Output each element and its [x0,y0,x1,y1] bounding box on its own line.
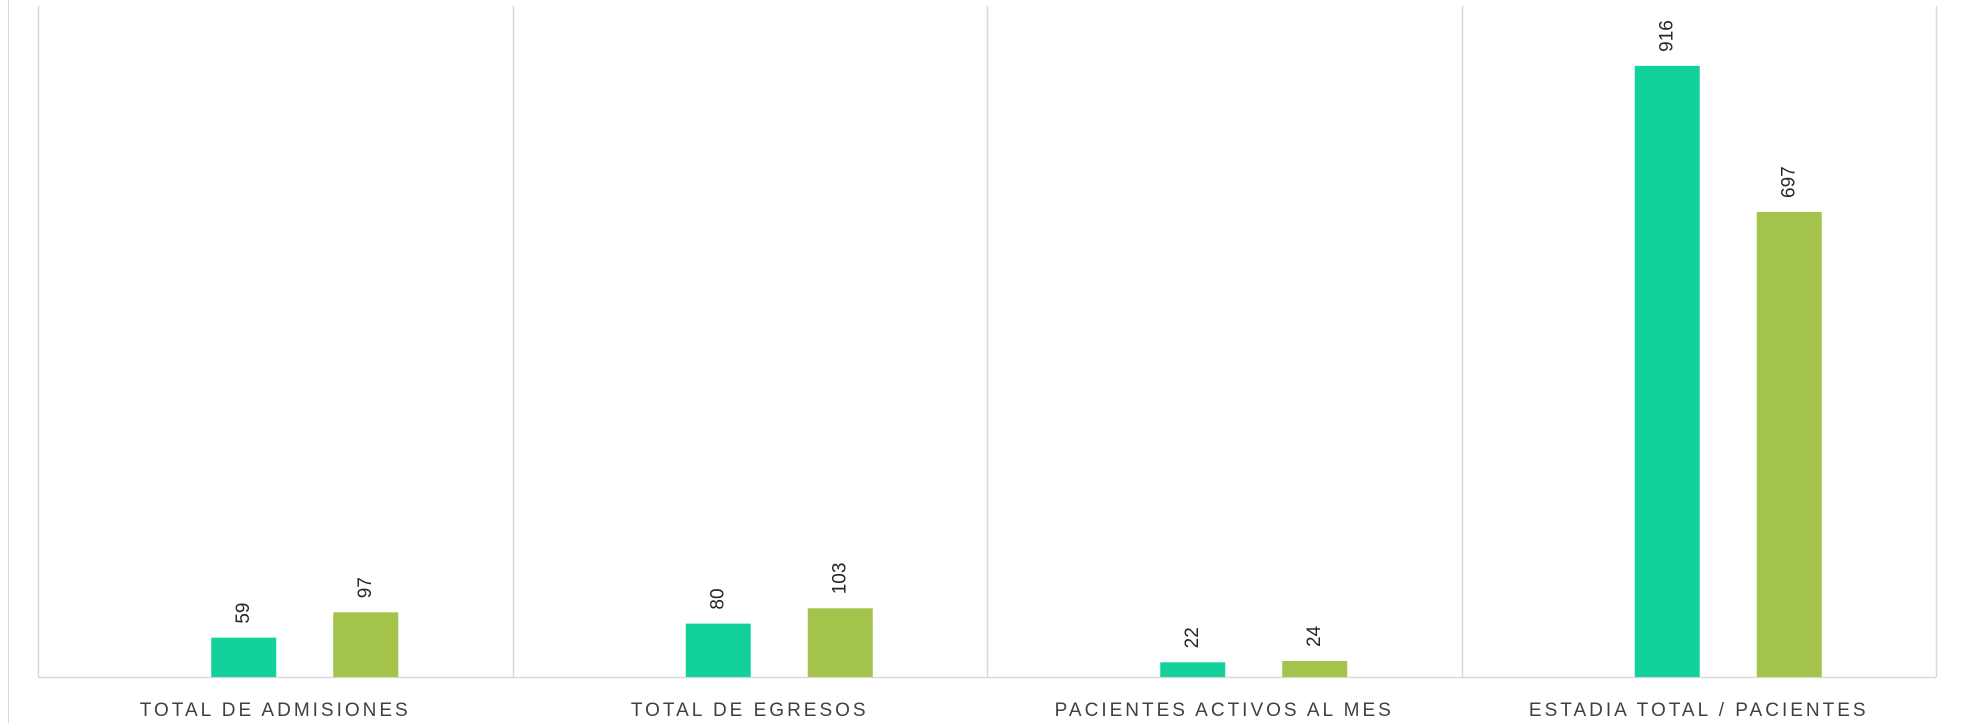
data-label: 59 [233,602,254,623]
chart-area-border [8,0,9,723]
category-label: ESTADIA TOTAL / PACIENTES [1529,700,1869,721]
data-label: 24 [1304,625,1325,647]
data-label: 103 [830,563,851,595]
bar-series-1-4 [1634,65,1700,678]
data-label: 80 [708,588,729,609]
data-label: 22 [1182,627,1203,648]
bar-series-1-2 [685,623,751,677]
category-label: PACIENTES ACTIVOS AL MES [1055,700,1394,721]
data-label: 697 [1779,166,1800,198]
bar-series-1-1 [211,637,277,677]
bar-series-1-3 [1160,662,1226,677]
category-label: TOTAL DE ADMISIONES [140,700,411,721]
data-label: 916 [1657,20,1678,52]
bar-series-2-3 [1282,660,1348,677]
bar-series-2-1 [333,612,399,677]
bar-series-2-4 [1756,211,1822,677]
data-label: 97 [355,577,376,598]
bar-series-2-2 [807,608,873,677]
category-label: TOTAL DE EGRESOS [631,700,869,721]
